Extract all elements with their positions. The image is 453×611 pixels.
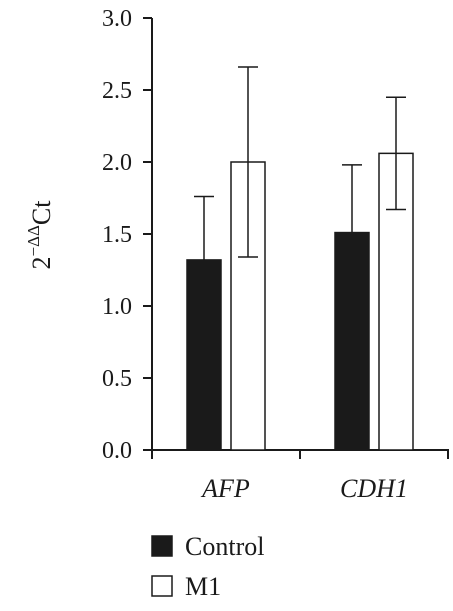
y-axis-title: 2−ΔΔCt (24, 200, 56, 270)
category-label-cdh1: CDH1 (340, 474, 408, 503)
error-bar-control-afp (194, 195, 214, 260)
legend-item-control: Control (151, 532, 264, 561)
error-bar-control-cdh1 (342, 164, 362, 233)
bar-control-cdh1 (334, 231, 370, 451)
legend-label: M1 (185, 572, 221, 601)
y-axis-title-exponent: −ΔΔ (24, 225, 43, 257)
y-tick-label: 0.5 (102, 366, 132, 392)
y-axis: 0.0 0.5 1.0 1.5 2.0 2.5 3.0 (102, 6, 153, 464)
error-bar-m1-afp (238, 66, 258, 258)
y-axis-title-base: 2 (27, 257, 56, 270)
category-label-afp: AFP (200, 474, 250, 503)
category-labels: AFP CDH1 (200, 474, 408, 503)
y-tick-label: 1.5 (102, 222, 132, 248)
y-tick-label: 3.0 (102, 6, 132, 32)
error-bar-m1-cdh1 (386, 96, 406, 211)
legend-item-m1: M1 (151, 572, 221, 601)
legend-swatch (151, 535, 173, 557)
y-axis-title-suffix: Ct (27, 200, 56, 225)
bars (186, 152, 414, 451)
y-tick-label: 0.0 (102, 438, 132, 464)
error-bars (194, 66, 406, 260)
legend-label: Control (185, 532, 264, 561)
bar-control-afp (186, 259, 222, 451)
x-axis (151, 449, 449, 459)
legend: Control M1 (151, 532, 264, 601)
legend-swatch (151, 575, 173, 597)
y-tick-label: 2.5 (102, 78, 132, 104)
y-tick-label: 1.0 (102, 294, 132, 320)
y-tick-label: 2.0 (102, 150, 132, 176)
